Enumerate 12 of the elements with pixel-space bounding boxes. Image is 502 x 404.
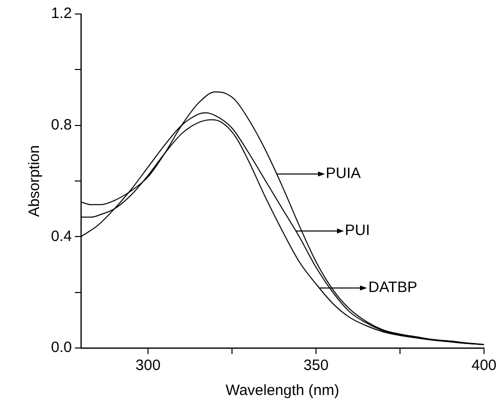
x-tick-label: 300 bbox=[136, 357, 161, 374]
y-tick-label: 0.8 bbox=[50, 116, 72, 134]
legend-label: DATBP bbox=[368, 278, 418, 297]
legend-label: PUI bbox=[344, 222, 370, 240]
x-axis-title: Wavelength (nm) bbox=[226, 382, 340, 400]
x-tick-label: 350 bbox=[304, 357, 329, 374]
y-tick-label: 0.4 bbox=[50, 228, 72, 245]
legend-label: PUIA bbox=[326, 165, 361, 184]
y-tick-label: 1.2 bbox=[50, 5, 72, 22]
x-tick-label: 400 bbox=[471, 357, 497, 374]
text: 0.0 bbox=[50, 339, 72, 356]
y-axis-title: Absorption bbox=[26, 145, 44, 217]
